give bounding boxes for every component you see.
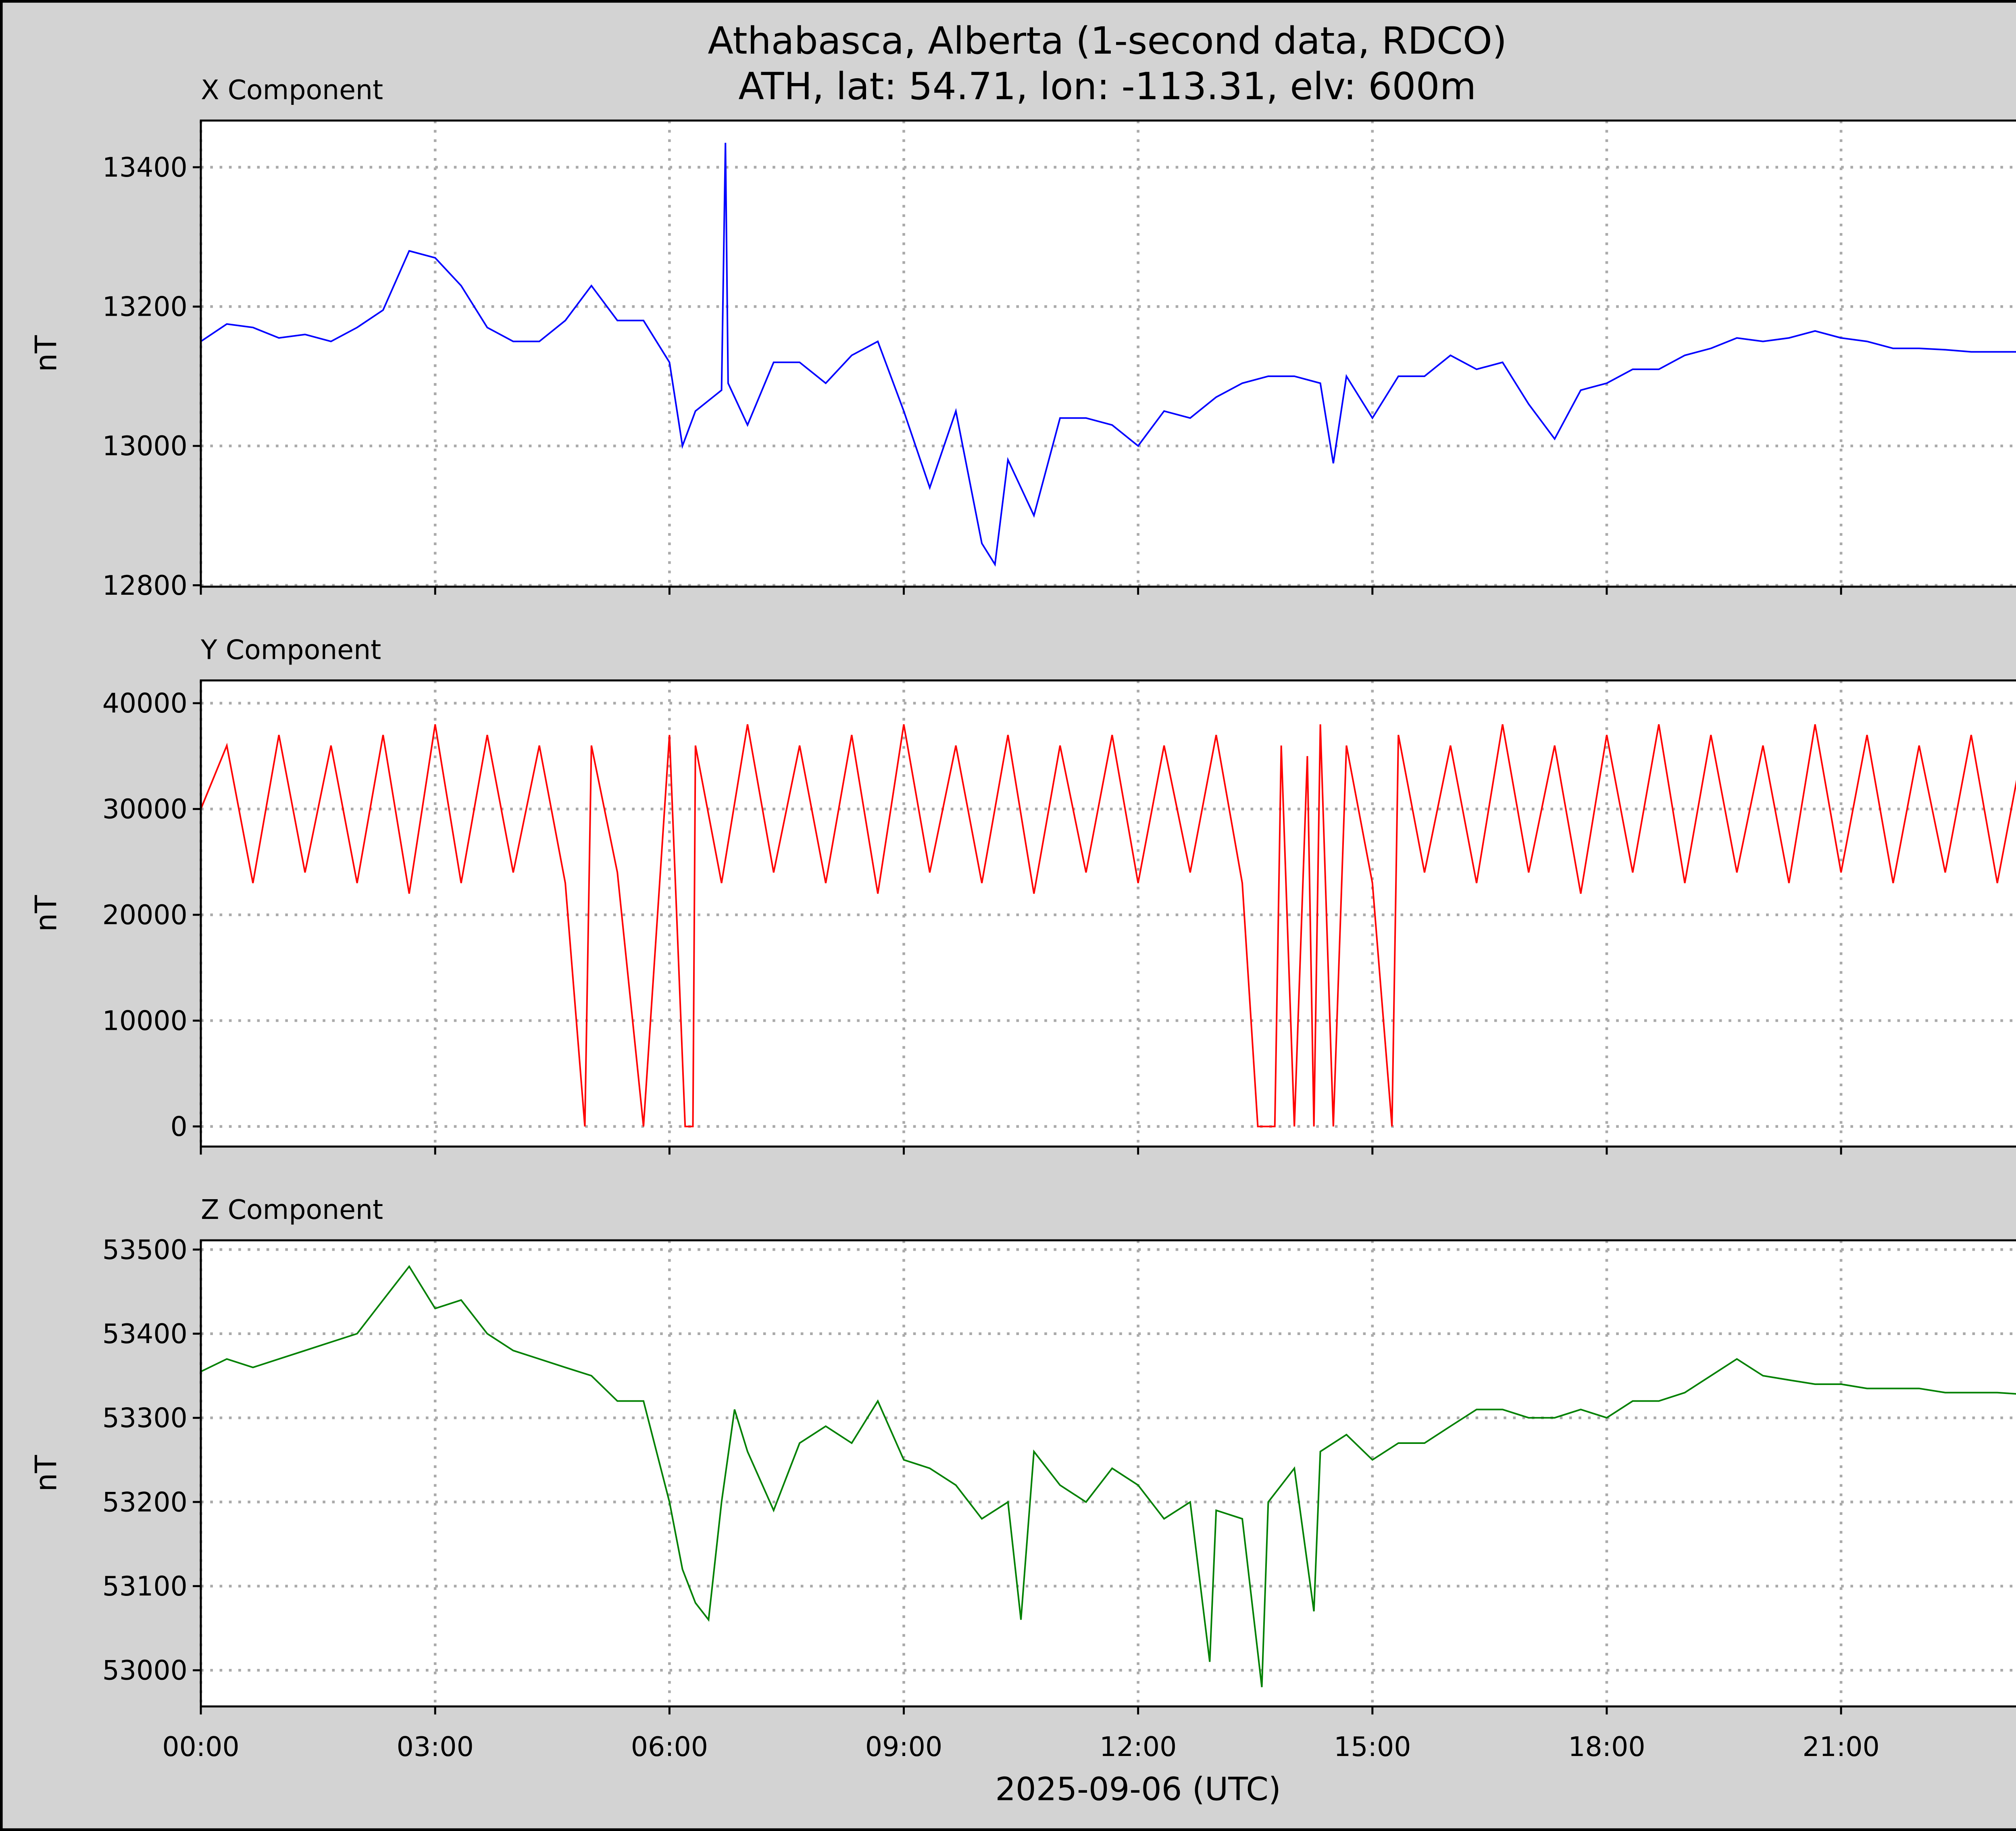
y-tick-label: 53500	[102, 1234, 187, 1265]
y-tick-label: 13400	[102, 152, 187, 183]
plot-frame	[200, 679, 2016, 1148]
plot-area	[201, 120, 2016, 587]
plot-frame	[200, 1239, 2016, 1708]
y-tick-label: 20000	[102, 899, 187, 931]
panel-title: X Component	[201, 74, 383, 106]
x-axis-label: 2025-09-06 (UTC)	[995, 1771, 1281, 1808]
x-tick-label: 03:00	[397, 1731, 474, 1762]
y-axis-label: nT	[29, 335, 63, 372]
plot-frame	[200, 119, 2016, 588]
y-tick-label: 53400	[102, 1318, 187, 1350]
x-tick-label: 06:00	[631, 1731, 708, 1762]
data-line	[200, 724, 2016, 1127]
x-tick-label: 18:00	[1568, 1731, 1645, 1762]
panel-title: Y Component	[200, 634, 381, 665]
data-line	[200, 1265, 2016, 1687]
y-tick-label: 13200	[102, 291, 187, 323]
y-tick-label: 53200	[102, 1486, 187, 1518]
x-tick-label: 12:00	[1100, 1731, 1177, 1762]
y-tick-label: 53300	[102, 1402, 187, 1434]
panel-title: Z Component	[201, 1194, 383, 1225]
y-tick-label: 40000	[102, 687, 187, 719]
y-axis-label: nT	[29, 895, 63, 932]
x-tick-label: 15:00	[1334, 1731, 1411, 1762]
y-tick-label: 10000	[102, 1005, 187, 1036]
x-tick-label: 00:00	[162, 1731, 239, 1762]
y-tick-label: 12800	[102, 570, 187, 601]
chart-subtitle: ATH, lat: 54.71, lon: -113.31, elv: 600m	[738, 65, 1476, 108]
data-line	[200, 143, 2016, 567]
chart-title: Athabasca, Alberta (1-second data, RDCO)	[708, 19, 1507, 62]
x-tick-label: 09:00	[865, 1731, 942, 1762]
y-tick-label: 53100	[102, 1571, 187, 1602]
y-tick-label: 0	[171, 1111, 187, 1142]
y-tick-label: 13000	[102, 430, 187, 462]
x-tick-label: 21:00	[1802, 1731, 1879, 1762]
y-axis-label: nT	[29, 1455, 63, 1491]
y-tick-label: 30000	[102, 794, 187, 825]
y-tick-label: 53000	[102, 1655, 187, 1686]
